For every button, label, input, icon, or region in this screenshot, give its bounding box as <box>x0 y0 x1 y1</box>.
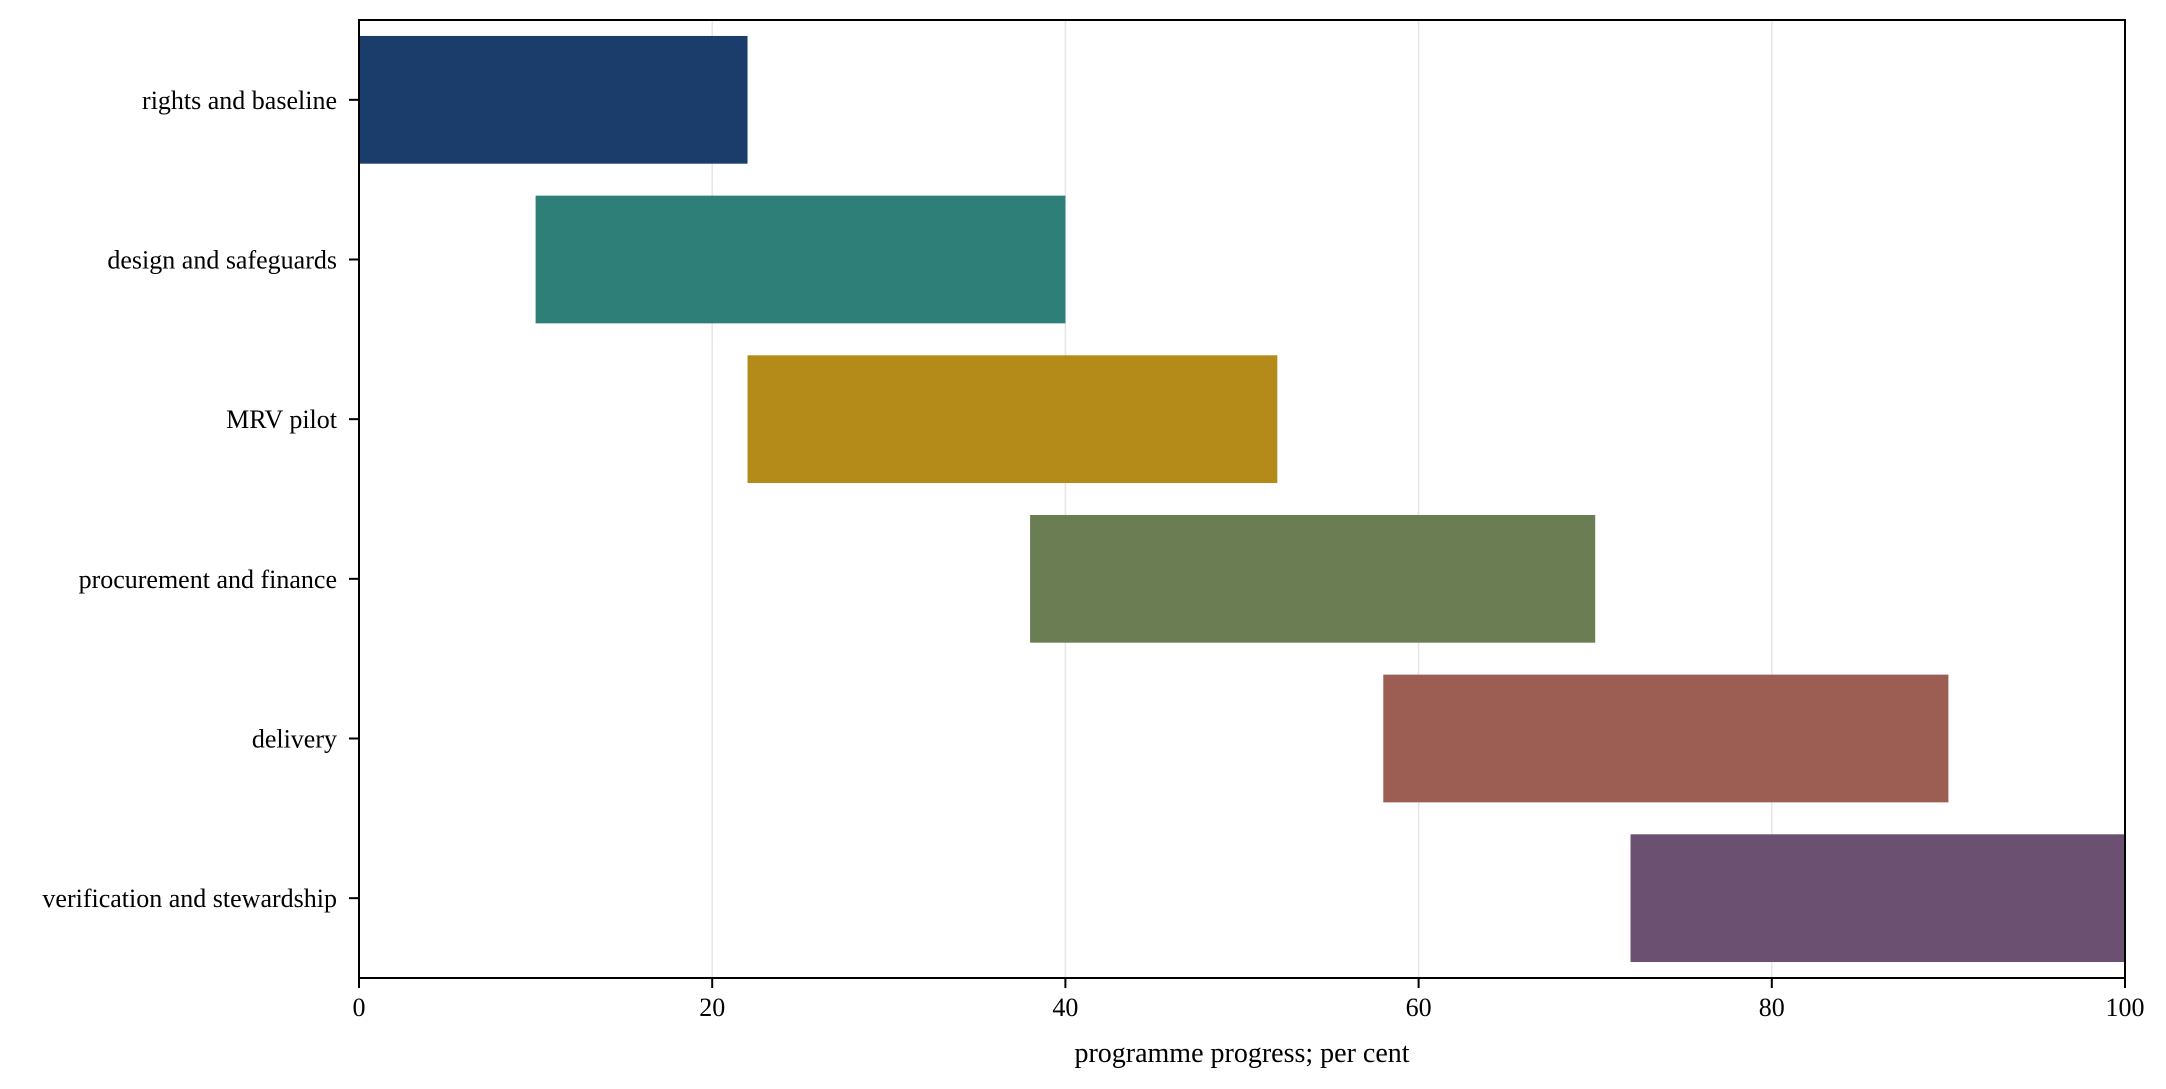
y-tick-label: verification and stewardship <box>42 884 337 913</box>
y-axis: rights and baseline design and safeguards… <box>42 86 359 913</box>
y-tick-label: design and safeguards <box>107 246 337 275</box>
gantt-bar <box>1630 834 2125 963</box>
bars <box>359 35 2125 963</box>
y-tick-label: procurement and finance <box>79 565 337 594</box>
x-tick-label: 20 <box>699 993 725 1022</box>
x-tick-label: 60 <box>1406 993 1432 1022</box>
gantt-bar <box>747 355 1278 484</box>
gantt-bar <box>1383 674 1949 803</box>
x-axis-title: programme progress; per cent <box>1074 1038 1409 1069</box>
gantt-bar <box>535 195 1066 324</box>
gantt-bar <box>359 35 748 164</box>
plot-frame <box>358 19 2126 979</box>
x-tick-label: 80 <box>1759 993 1785 1022</box>
gridlines <box>711 20 1773 978</box>
x-axis: 0 20 40 60 80 100 <box>353 978 2145 1022</box>
y-tick-label: rights and baseline <box>142 86 337 115</box>
x-tick-label: 40 <box>1052 993 1078 1022</box>
gantt-bar <box>1030 514 1596 643</box>
x-tick-label: 100 <box>2106 993 2145 1022</box>
y-tick-label: delivery <box>252 725 337 754</box>
x-tick-label: 0 <box>353 993 366 1022</box>
y-tick-label: MRV pilot <box>226 405 338 434</box>
